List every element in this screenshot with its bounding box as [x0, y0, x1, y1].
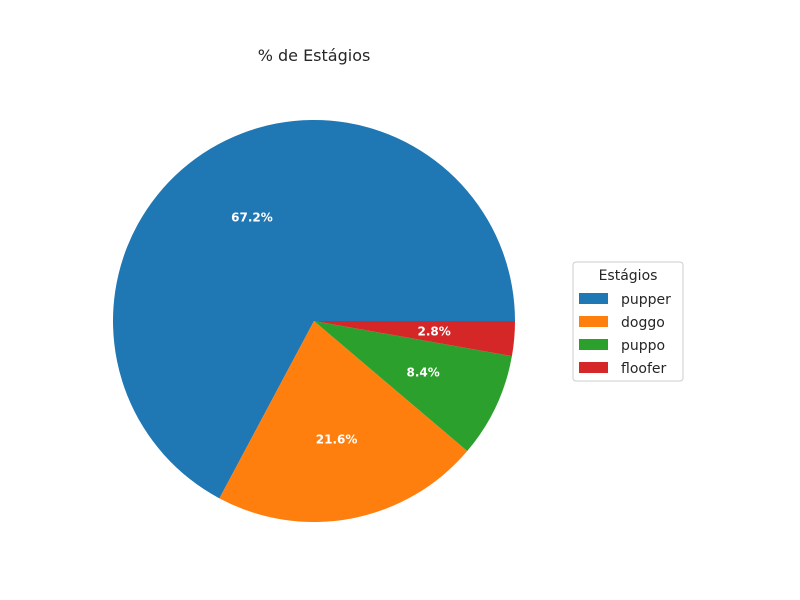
pie-slice-pupper — [113, 120, 515, 499]
legend-items: pupper doggo puppo floofer — [579, 292, 671, 377]
legend-label-pupper: pupper — [621, 292, 671, 308]
pie-percent-label-pupper: 67.2% — [231, 211, 273, 225]
legend-title: Estágios — [599, 268, 658, 284]
pie-slice-doggo — [219, 321, 468, 523]
legend: Estágios pupper doggo puppo floofer — [572, 261, 684, 382]
legend-swatch-floofer — [579, 362, 608, 373]
legend-label-doggo: doggo — [621, 315, 665, 331]
pie-percent-label-puppo: 8.4% — [406, 365, 439, 379]
pie-percent-label-floofer: 2.8% — [417, 325, 450, 339]
legend-swatch-puppo — [579, 339, 608, 350]
pie-slices — [113, 120, 515, 523]
legend-box — [572, 261, 684, 382]
pie-slice-puppo — [314, 321, 512, 452]
pie-percent-label-doggo: 21.6% — [316, 432, 358, 446]
chart-title: % de Estágios — [258, 46, 371, 65]
legend-label-floofer: floofer — [621, 361, 666, 377]
legend-swatch-doggo — [579, 316, 608, 327]
pie-slice-floofer — [314, 321, 515, 357]
legend-swatch-pupper — [579, 293, 608, 304]
pie-percent-labels: 67.2% 21.6% 8.4% 2.8% — [231, 211, 451, 447]
legend-label-puppo: puppo — [621, 338, 665, 354]
